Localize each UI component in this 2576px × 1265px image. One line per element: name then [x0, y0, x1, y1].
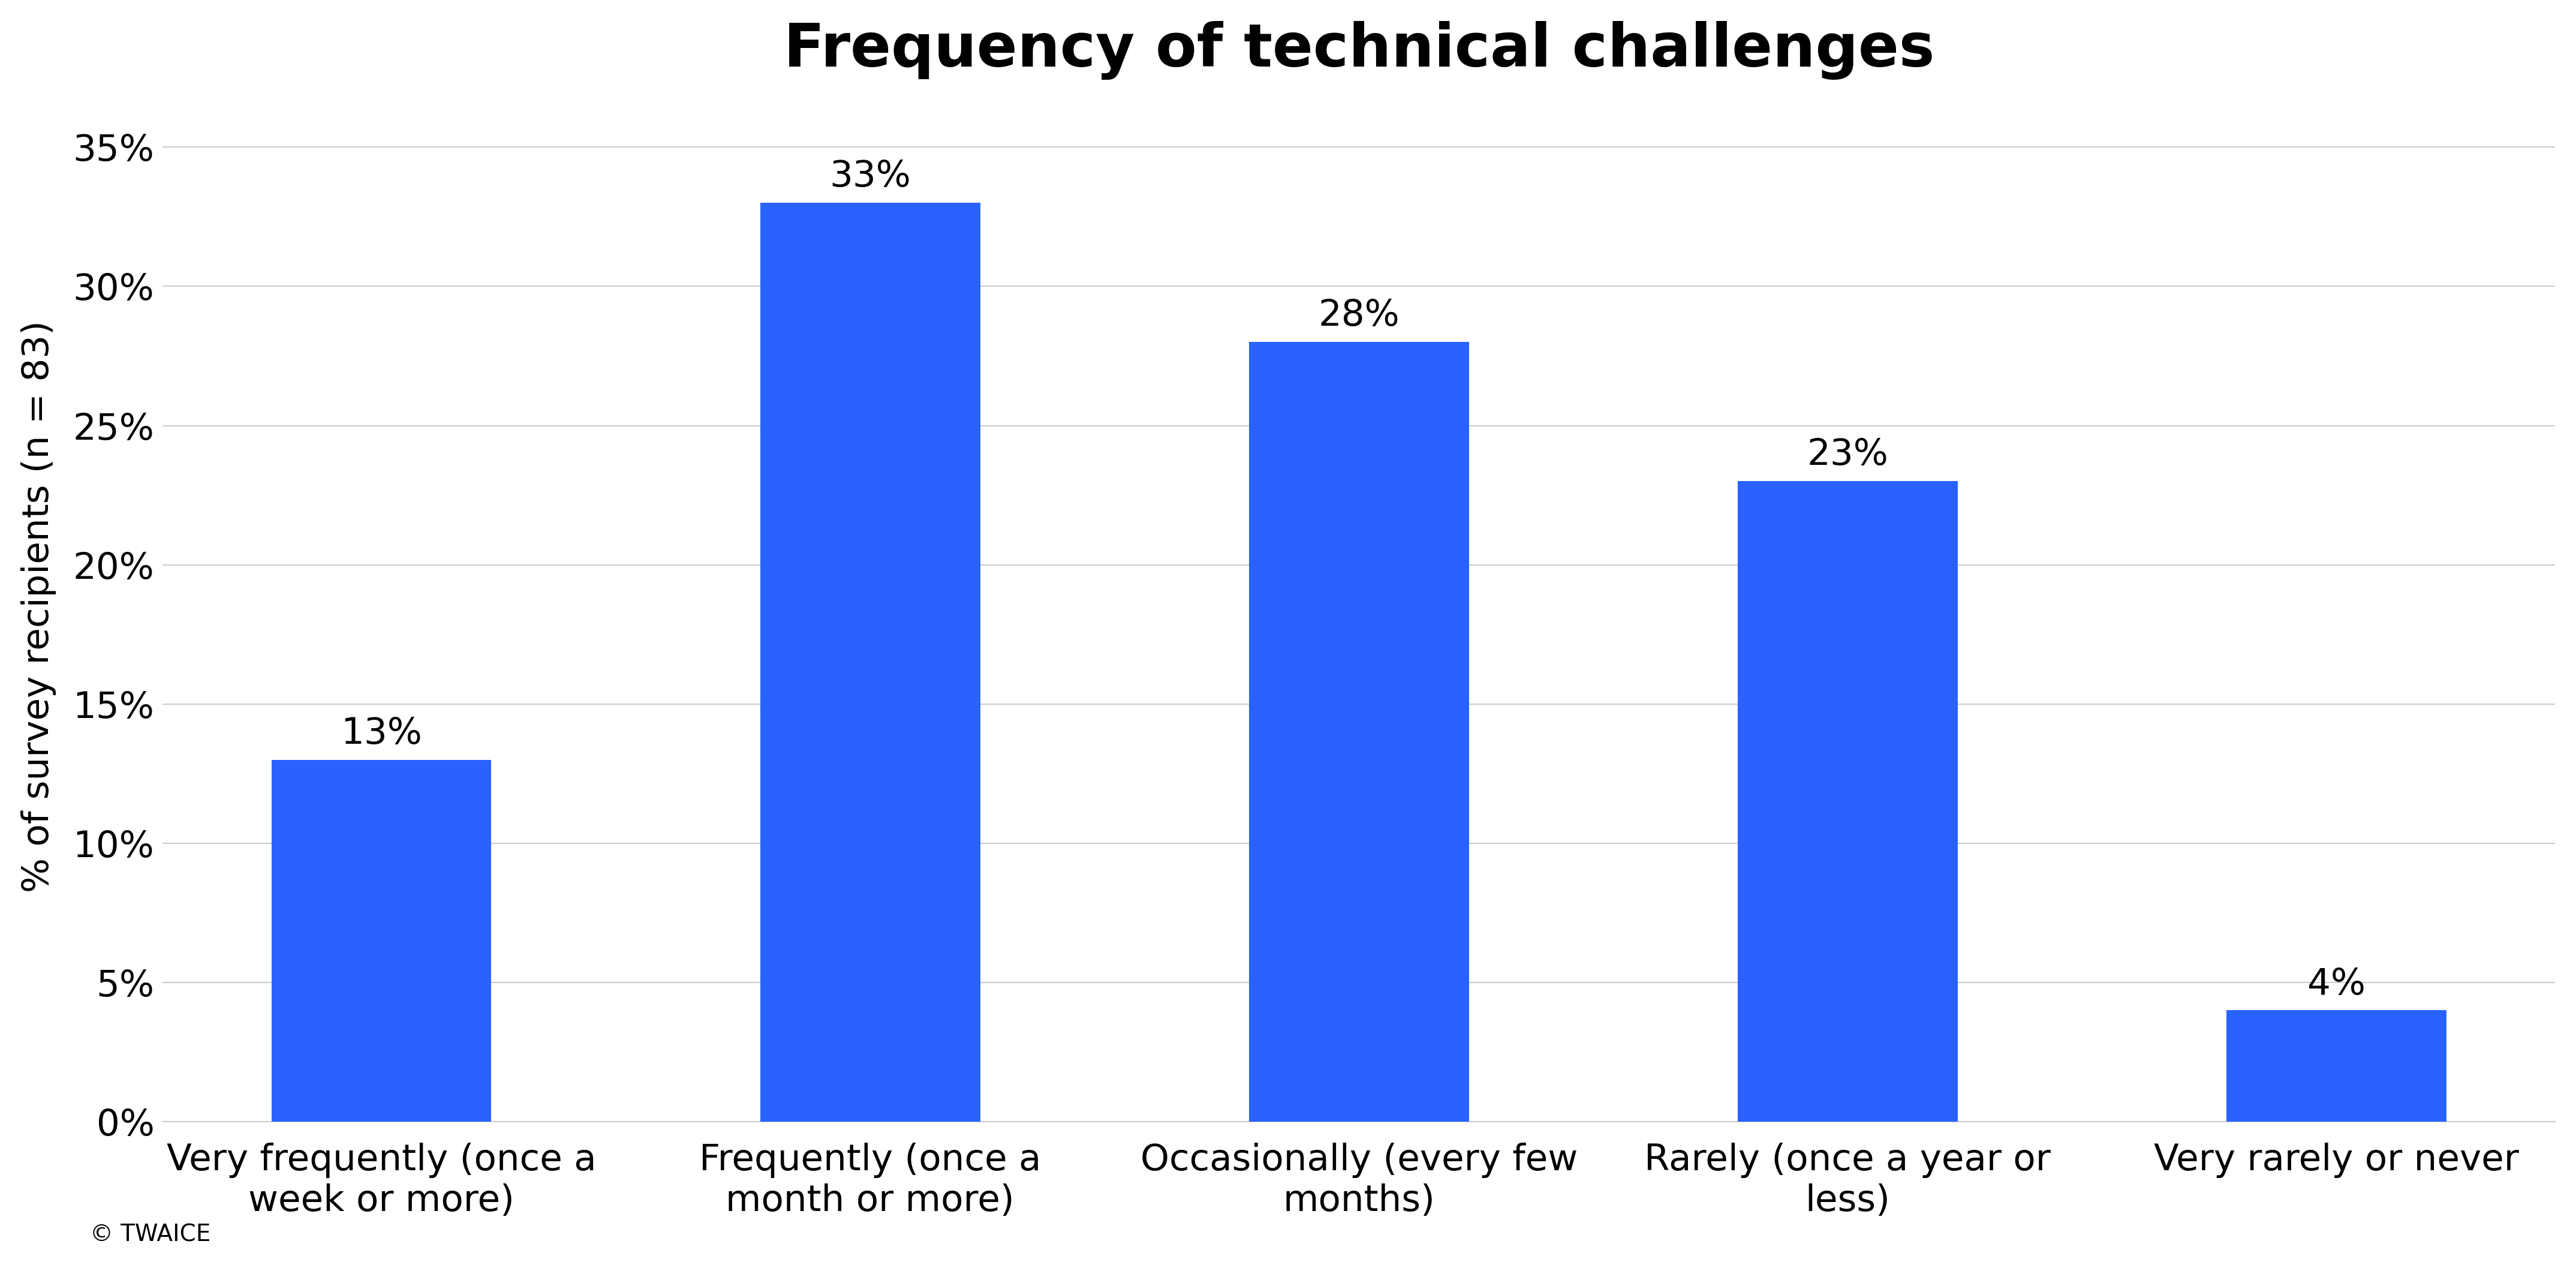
Bar — [1739, 481, 1958, 1122]
Bar — [760, 202, 979, 1122]
Text: 33%: 33% — [829, 159, 912, 195]
Y-axis label: % of survey recipients (n = 83): % of survey recipients (n = 83) — [21, 320, 57, 893]
Text: 4%: 4% — [2308, 966, 2365, 1002]
Text: 23%: 23% — [1806, 438, 1888, 473]
Bar — [2226, 1011, 2447, 1122]
Text: © TWAICE: © TWAICE — [90, 1223, 211, 1246]
Text: 28%: 28% — [1319, 299, 1399, 334]
Bar — [1249, 342, 1468, 1122]
Title: Frequency of technical challenges: Frequency of technical challenges — [783, 20, 1935, 80]
Bar — [270, 760, 492, 1122]
Text: 13%: 13% — [340, 716, 422, 751]
